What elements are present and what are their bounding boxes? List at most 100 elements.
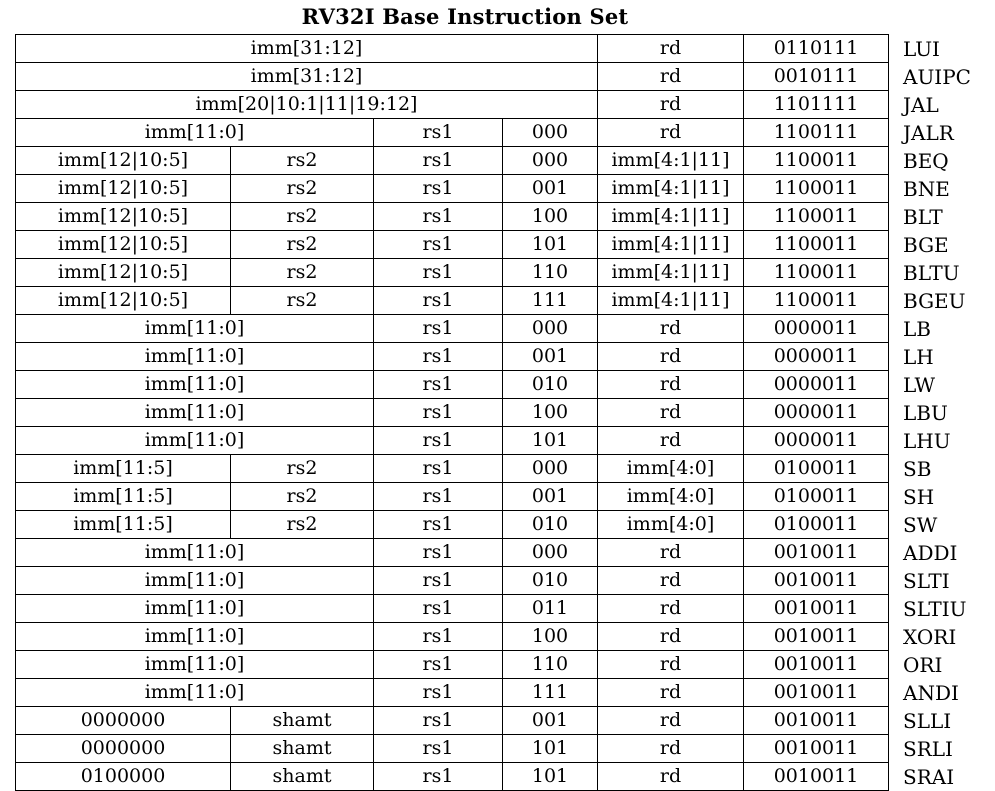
encoding-field: 000 [502, 118, 598, 147]
encoding-field: rs1 [373, 678, 503, 707]
encoding-field: rs1 [373, 370, 503, 399]
encoding-field: rs2 [230, 510, 374, 539]
encoding-field: imm[12|10:5] [15, 146, 231, 175]
encoding-field: 001 [502, 482, 598, 511]
encoding-field: imm[4:1|11] [597, 230, 744, 259]
encoding-field: 0010011 [743, 706, 889, 735]
instruction-row: imm[31:12] rd 0110111 LUI [15, 34, 987, 63]
instruction-row: imm[12|10:5] rs2 rs1 101 imm[4:1|11] 1100011 B… [15, 230, 987, 259]
encoding-field: shamt [230, 762, 374, 791]
encoding-field: imm[11:0] [15, 622, 374, 651]
encoding-field: rs1 [373, 258, 503, 287]
encoding-field: rs1 [373, 622, 503, 651]
encoding-field: imm[12|10:5] [15, 230, 231, 259]
encoding-field: 0010111 [743, 62, 889, 91]
encoding-field: imm[20|10:1|11|19:12] [15, 90, 598, 119]
encoding-field: 0000011 [743, 398, 889, 427]
instruction-row: imm[11:5] rs2 rs1 010 imm[4:0] 0100011 SW [15, 510, 987, 539]
instruction-mnemonic: AUIPC [903, 64, 971, 89]
encoding-field: 0010011 [743, 734, 889, 763]
encoding-field: 1100011 [743, 202, 889, 231]
encoding-field: shamt [230, 734, 374, 763]
encoding-field: 0010011 [743, 650, 889, 679]
encoding-field: rd [597, 342, 744, 371]
encoding-field: imm[11:0] [15, 538, 374, 567]
instruction-mnemonic: LB [903, 316, 931, 341]
encoding-field: rd [597, 706, 744, 735]
encoding-field: 101 [502, 230, 598, 259]
instruction-row: imm[20|10:1|11|19:12] rd 1101111 JAL [15, 90, 987, 119]
instruction-row: imm[31:12] rd 0010111 AUIPC [15, 62, 987, 91]
encoding-field: 101 [502, 426, 598, 455]
encoding-field: shamt [230, 706, 374, 735]
encoding-field: rd [597, 594, 744, 623]
encoding-field: rd [597, 622, 744, 651]
instruction-mnemonic: LH [903, 344, 934, 369]
encoding-field: 0100000 [15, 762, 231, 791]
encoding-field: imm[12|10:5] [15, 258, 231, 287]
instruction-mnemonic: JAL [903, 92, 939, 117]
instruction-mnemonic: BNE [903, 176, 950, 201]
encoding-field: rs2 [230, 286, 374, 315]
encoding-field: imm[12|10:5] [15, 174, 231, 203]
encoding-field: 110 [502, 258, 598, 287]
encoding-field: 0000011 [743, 342, 889, 371]
encoding-field: rs2 [230, 174, 374, 203]
encoding-field: rs2 [230, 482, 374, 511]
encoding-field: 0110111 [743, 34, 889, 63]
instruction-row: imm[12|10:5] rs2 rs1 001 imm[4:1|11] 1100011 B… [15, 174, 987, 203]
encoding-field: 111 [502, 678, 598, 707]
encoding-field: 000 [502, 538, 598, 567]
encoding-field: imm[11:0] [15, 650, 374, 679]
encoding-field: 0010011 [743, 622, 889, 651]
encoding-field: imm[4:1|11] [597, 258, 744, 287]
encoding-field: imm[4:1|11] [597, 202, 744, 231]
encoding-field: 0100011 [743, 482, 889, 511]
instruction-mnemonic: SLTIU [903, 596, 967, 621]
encoding-field: rs1 [373, 286, 503, 315]
encoding-field: imm[11:5] [15, 454, 231, 483]
encoding-field: imm[31:12] [15, 34, 598, 63]
encoding-field: 101 [502, 734, 598, 763]
instruction-row: imm[12|10:5] rs2 rs1 111 imm[4:1|11] 1100011 B… [15, 286, 987, 315]
encoding-field: rs1 [373, 314, 503, 343]
encoding-field: 1100111 [743, 118, 889, 147]
encoding-field: rs2 [230, 258, 374, 287]
instruction-mnemonic: BLT [903, 204, 943, 229]
encoding-field: imm[4:0] [597, 482, 744, 511]
encoding-field: 000 [502, 146, 598, 175]
encoding-field: rs1 [373, 202, 503, 231]
encoding-field: rs1 [373, 230, 503, 259]
encoding-field: imm[11:0] [15, 314, 374, 343]
encoding-field: rs1 [373, 566, 503, 595]
instruction-mnemonic: LHU [903, 428, 951, 453]
instruction-row: imm[11:5] rs2 rs1 000 imm[4:0] 0100011 SB [15, 454, 987, 483]
encoding-field: 0010011 [743, 566, 889, 595]
encoding-field: 000 [502, 314, 598, 343]
instruction-mnemonic: SRLI [903, 736, 953, 761]
encoding-field: 0010011 [743, 594, 889, 623]
encoding-field: rd [597, 734, 744, 763]
encoding-field: rs2 [230, 202, 374, 231]
encoding-field: 0000011 [743, 314, 889, 343]
instruction-mnemonic: SB [903, 456, 932, 481]
encoding-field: rs1 [373, 650, 503, 679]
encoding-field: 0100011 [743, 510, 889, 539]
encoding-field: 001 [502, 174, 598, 203]
encoding-field: rs1 [373, 398, 503, 427]
encoding-field: 0010011 [743, 762, 889, 791]
instruction-mnemonic: SW [903, 512, 938, 537]
encoding-field: imm[4:0] [597, 510, 744, 539]
encoding-field: rd [597, 370, 744, 399]
encoding-field: imm[11:5] [15, 482, 231, 511]
encoding-field: rs1 [373, 706, 503, 735]
